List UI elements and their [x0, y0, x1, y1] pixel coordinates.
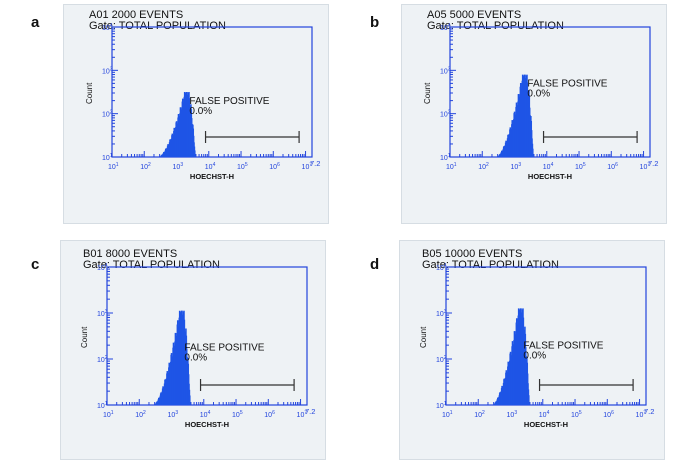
panel-title-b: A05 5000 EVENTS — [427, 9, 522, 21]
histogram-panel-d: B05 10000 EVENTS Gate: TOTAL POPULATION … — [399, 240, 665, 460]
histogram-bars — [497, 74, 534, 157]
x-tick-label: 103 — [168, 410, 179, 419]
x-tick-label: 103 — [173, 162, 184, 171]
x-tick-label: 105 — [575, 162, 586, 171]
gate-value: 0.0% — [523, 350, 546, 361]
x-tick-label: 102 — [474, 410, 485, 419]
x-tick-label: 103 — [511, 162, 522, 171]
y-tick-label: 102 — [97, 355, 108, 364]
x-tick-label: 104 — [200, 410, 211, 419]
y-tick-label: 104 — [102, 23, 113, 32]
x-tick-label: 107 — [636, 410, 647, 419]
x-axis-label: HOECHST-H — [524, 420, 568, 429]
x-tick-label: 102 — [140, 162, 151, 171]
x-tick-label: 106 — [603, 410, 614, 419]
histogram-panel-b: A05 5000 EVENTS Gate: TOTAL POPULATION 1… — [401, 4, 667, 224]
y-tick-label: 104 — [97, 263, 108, 272]
x-axis-label: HOECHST-H — [185, 420, 229, 429]
x-tick-label: 106 — [264, 410, 275, 419]
x-tick-label: 101 — [442, 410, 453, 419]
y-tick-label: 102 — [440, 110, 451, 119]
histogram-bars — [493, 308, 530, 405]
x-tick-label: 106 — [269, 162, 280, 171]
panel-gate-b: Gate: TOTAL POPULATION — [427, 20, 564, 32]
panel-letter-b: b — [370, 14, 380, 31]
histogram-bars — [160, 92, 196, 157]
y-tick-label: 101 — [436, 401, 447, 410]
x-tick-label: 105 — [571, 410, 582, 419]
x-tick-label: 102 — [135, 410, 146, 419]
histogram-panel-c: B01 8000 EVENTS Gate: TOTAL POPULATION 1… — [60, 240, 326, 460]
y-tick-label: 104 — [440, 23, 451, 32]
gate-value: 0.0% — [189, 106, 212, 117]
panel-letter-d: d — [370, 256, 380, 273]
x-axis-label: HOECHST-H — [528, 172, 572, 181]
gate-label: FALSE POSITIVE — [527, 79, 607, 90]
x-tick-label: 101 — [108, 162, 119, 171]
x-tick-label: 102 — [478, 162, 489, 171]
x-tick-label: 105 — [232, 410, 243, 419]
y-tick-label: 101 — [440, 153, 451, 162]
x-tick-label-last: 7.2 — [648, 159, 658, 168]
panel-title-d: B05 10000 EVENTS — [422, 248, 523, 260]
x-axis-label: HOECHST-H — [190, 172, 234, 181]
x-tick-label-last: 7.2 — [305, 407, 315, 416]
y-tick-label: 103 — [97, 309, 108, 318]
panel-gate-d: Gate: TOTAL POPULATION — [422, 259, 559, 271]
gate-value: 0.0% — [184, 353, 207, 364]
x-tick-label: 106 — [607, 162, 618, 171]
panel-title-c: B01 8000 EVENTS — [83, 248, 178, 260]
y-tick-label: 101 — [97, 401, 108, 410]
x-tick-label-last: 7.2 — [644, 407, 654, 416]
gate-label: FALSE POSITIVE — [184, 343, 264, 354]
plot-frame — [106, 266, 308, 406]
y-axis-label: Count — [419, 326, 428, 348]
y-axis-label: Count — [80, 326, 89, 348]
panel-title-a: A01 2000 EVENTS — [89, 9, 184, 21]
x-tick-label: 105 — [237, 162, 248, 171]
y-tick-label: 103 — [436, 309, 447, 318]
y-tick-label: 104 — [436, 263, 447, 272]
panel-gate-c: Gate: TOTAL POPULATION — [83, 259, 220, 271]
gate-value: 0.0% — [527, 89, 550, 100]
plot-frame — [449, 26, 651, 158]
x-tick-label: 107 — [297, 410, 308, 419]
y-tick-label: 103 — [440, 66, 451, 75]
x-tick-label: 104 — [539, 410, 550, 419]
x-tick-label: 107 — [302, 162, 313, 171]
histogram-bars — [154, 310, 191, 405]
plot-frame — [111, 26, 313, 158]
y-tick-label: 101 — [102, 153, 113, 162]
x-tick-label: 101 — [103, 410, 114, 419]
x-tick-label: 104 — [543, 162, 554, 171]
plot-frame — [445, 266, 647, 406]
panel-letter-a: a — [31, 14, 40, 31]
x-tick-label: 103 — [507, 410, 518, 419]
y-axis-label: Count — [423, 82, 432, 104]
panel-letter-c: c — [31, 256, 40, 273]
gate-label: FALSE POSITIVE — [189, 96, 269, 107]
y-tick-label: 102 — [436, 355, 447, 364]
x-tick-label-last: 7.2 — [310, 159, 320, 168]
gate-label: FALSE POSITIVE — [523, 340, 603, 351]
y-tick-label: 102 — [102, 110, 113, 119]
x-tick-label: 101 — [446, 162, 457, 171]
y-axis-label: Count — [85, 82, 94, 104]
x-tick-label: 104 — [205, 162, 216, 171]
histogram-panel-a: A01 2000 EVENTS Gate: TOTAL POPULATION 1… — [63, 4, 329, 224]
panel-gate-a: Gate: TOTAL POPULATION — [89, 20, 226, 32]
y-tick-label: 103 — [102, 66, 113, 75]
x-tick-label: 107 — [640, 162, 651, 171]
